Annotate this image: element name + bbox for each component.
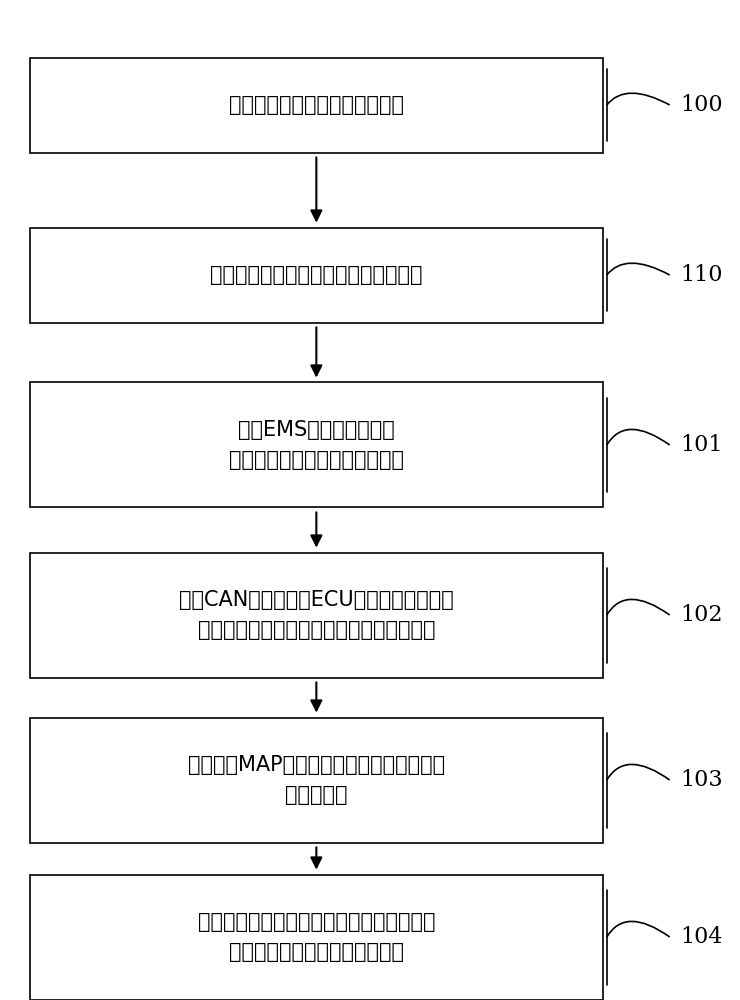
Text: 110: 110: [681, 264, 723, 286]
Bar: [30, 228, 603, 322]
Text: 104: 104: [681, 926, 723, 948]
Bar: [30, 552, 603, 678]
Bar: [30, 874, 603, 1000]
Bar: [30, 382, 603, 507]
Text: 102: 102: [681, 604, 723, 626]
Text: 根据需要补偿的扭矩值，通过调整喷油量等
参数，实现整车扭矩的实时补偿: 根据需要补偿的扭矩值，通过调整喷油量等 参数，实现整车扭矩的实时补偿: [198, 912, 435, 962]
Text: 对整车环境舱进行试验搞建设计: 对整车环境舱进行试验搞建设计: [229, 95, 404, 115]
Text: 103: 103: [681, 769, 724, 791]
Text: 电喷EMS采集发动机转数
信号，确定当前发动机转数数值: 电喷EMS采集发动机转数 信号，确定当前发动机转数数值: [229, 420, 404, 470]
Bar: [30, 57, 603, 152]
Text: 通过CAN通讯与空调ECU相连接，确定当前
外控变排量压缩机控制电流、冷媒压力数值: 通过CAN通讯与空调ECU相连接，确定当前 外控变排量压缩机控制电流、冷媒压力数…: [179, 590, 454, 640]
Text: 100: 100: [681, 94, 724, 116]
Text: 对外控变排量压缩机台架试验搞建设计: 对外控变排量压缩机台架试验搞建设计: [210, 265, 423, 285]
Text: 利用内部MAP图，通过查表的方法，获得当
前的扭矩值: 利用内部MAP图，通过查表的方法，获得当 前的扭矩值: [188, 755, 445, 805]
Text: 101: 101: [681, 434, 723, 456]
Bar: [30, 718, 603, 842]
